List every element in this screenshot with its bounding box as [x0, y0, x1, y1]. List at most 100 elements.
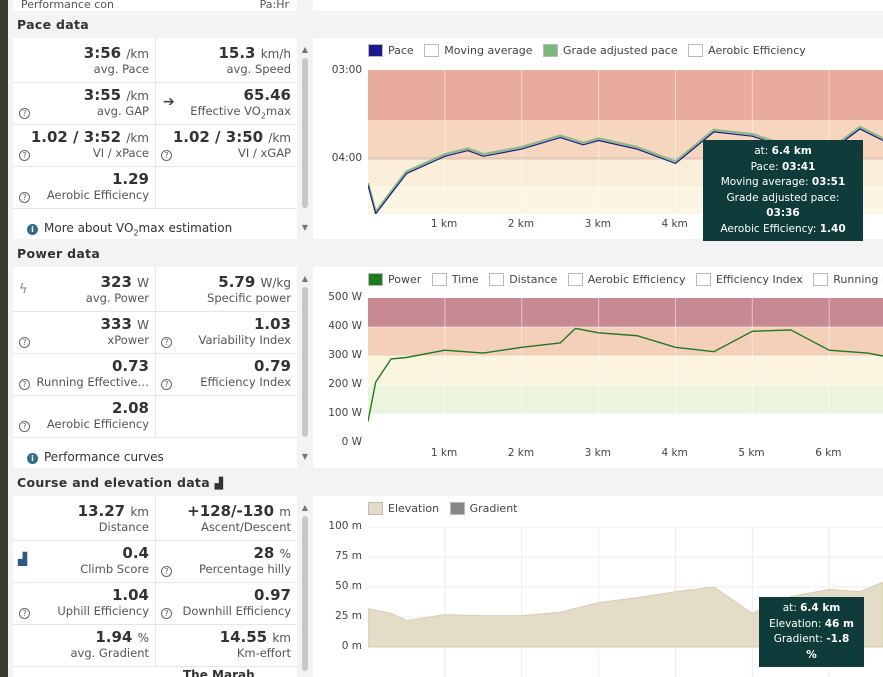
chart-area-icon[interactable]: ▟ [214, 477, 224, 490]
help-icon[interactable]: ? [19, 108, 30, 119]
efficiency-index: ? 0.79 Efficiency Index [155, 353, 297, 395]
legend-running-effectiveness[interactable]: Running Effective [813, 273, 883, 286]
x-tick: 2 km [507, 218, 535, 230]
help-icon[interactable]: ? [19, 192, 30, 203]
help-icon[interactable]: ? [161, 379, 172, 390]
elevation-tooltip: at: 6.4 km Elevation: 46 m Gradient: -1.… [759, 597, 864, 667]
downhill-efficiency: ? 0.97 Downhill Efficiency [155, 582, 297, 624]
help-icon[interactable]: ? [19, 337, 30, 348]
x-tick: 5 km [738, 447, 765, 459]
power-series-line [368, 327, 883, 422]
course-scrollbar[interactable]: ▲ [300, 504, 310, 677]
pace-scrollbar[interactable]: ▲ ▼ [301, 45, 309, 232]
effective-vo2max: ➔ 65.46 Effective VO2max [163, 86, 291, 121]
legend-pace[interactable]: Pace [368, 44, 414, 57]
partial-heading: The Marah [183, 668, 255, 677]
x-tick: 2 km [507, 447, 535, 459]
legend-aerobic-efficiency[interactable]: Aerobic Efficiency [688, 44, 806, 57]
percentage-hilly: ? 28 % Percentage hilly [155, 540, 297, 582]
legend-power[interactable]: Power [368, 273, 421, 286]
info-icon: i [27, 453, 38, 464]
partial-left: Performance con [21, 0, 114, 11]
avg-gradient: 1.94 % avg. Gradient [70, 628, 149, 660]
pace-tooltip: at: 6.4 km Pace: 03:41 Moving average: 0… [703, 140, 863, 241]
help-icon[interactable]: ? [19, 608, 30, 619]
pace-stats-panel: 3:56 /km avg. Pace 15.3 km/h avg. Speed ? 3… [13, 38, 297, 239]
page: Performance con Pa:Hr Pace data 3:56 /km… [8, 0, 883, 677]
legend-gradient[interactable]: Gradient [449, 502, 518, 515]
info-icon: i [27, 224, 38, 235]
power-legend: Power Time Distance Aerobic Efficiency E… [368, 273, 883, 293]
vo2max-info-link[interactable]: i More about VO2max estimation [27, 221, 232, 237]
help-icon[interactable]: ? [19, 150, 30, 161]
y-tick: 300 W [328, 349, 362, 361]
partial-right: Pa:Hr [259, 0, 289, 11]
legend-gap[interactable]: Grade adjusted pace [542, 44, 678, 57]
climb-score: ▟ 0.4 Climb Score [18, 544, 149, 576]
help-icon[interactable]: ? [19, 379, 30, 390]
x-tick: 3 km [584, 218, 611, 230]
elevation-area [368, 581, 883, 648]
y-tick: 03:00 [331, 64, 362, 76]
legend-moving-average[interactable]: Moving average [424, 44, 532, 57]
help-icon[interactable]: ? [161, 337, 172, 348]
y-tick: 75 m [335, 550, 362, 562]
help-icon[interactable]: ? [161, 608, 172, 619]
y-tick: 500 W [328, 291, 362, 303]
x-tick: 3 km [584, 447, 611, 459]
pace-legend: Pace Moving average Grade adjusted pace … [368, 44, 813, 64]
vi-xgap: ? 1.02 / 3:50 /km VI / xGAP [155, 124, 297, 166]
x-tick: 6 km [815, 447, 842, 459]
pace-aerobic-efficiency: ? 1.29 Aerobic Efficiency [13, 166, 155, 208]
y-tick: 04:00 [331, 152, 362, 164]
power-scrollbar[interactable]: ▲ ▼ [301, 274, 309, 461]
uphill-efficiency: ? 1.04 Uphill Efficiency [13, 582, 155, 624]
x-tick: 4 km [661, 218, 688, 230]
legend-distance[interactable]: Distance [489, 273, 557, 286]
course-section-title: Course and elevation data ▟ [17, 475, 224, 490]
y-tick: 0 m [341, 640, 362, 652]
avg-gap: ? 3:55 /km avg. GAP [13, 82, 155, 124]
power-chart: Power Time Distance Aerobic Efficiency E… [313, 267, 883, 468]
legend-aerobic-efficiency[interactable]: Aerobic Efficiency [567, 273, 685, 286]
y-tick: 50 m [335, 580, 362, 592]
course-stats-panel: 13.27 km Distance +128/-130 m Ascent/Desce… [13, 496, 297, 677]
help-icon[interactable]: ? [19, 421, 30, 432]
y-tick: 200 W [328, 378, 362, 390]
variability-index: ? 1.03 Variability Index [155, 311, 297, 353]
y-tick: 0 W [341, 436, 362, 448]
y-tick: 100 m [328, 520, 362, 532]
chart-area-icon[interactable]: ▟ [18, 552, 28, 566]
y-tick: 400 W [328, 320, 362, 332]
bolt-icon: ϟ [19, 282, 28, 297]
ascent-descent: +128/-130 m Ascent/Descent [187, 502, 291, 534]
pace-section-title: Pace data [17, 17, 89, 32]
distance: 13.27 km Distance [77, 502, 149, 534]
partial-row: Performance con Pa:Hr [13, 0, 297, 11]
y-tick: 25 m [335, 610, 362, 622]
specific-power: 5.79 W/kg Specific power [207, 273, 291, 305]
running-effectiveness: ? 0.73 Running Effective… [13, 353, 155, 395]
partial-chart [313, 0, 883, 11]
avg-pace: 3:56 /km avg. Pace [83, 44, 149, 76]
arrow-right-icon: ➔ [163, 94, 175, 110]
x-tick: 1 km [430, 218, 458, 230]
km-effort: 14.55 km Km-effort [219, 628, 291, 660]
elevation-legend: Elevation Gradient [368, 502, 525, 522]
power-aerobic-efficiency: ? 2.08 Aerobic Efficiency [13, 395, 155, 437]
power-section-title: Power data [17, 246, 101, 261]
legend-efficiency-index[interactable]: Efficiency Index [695, 273, 803, 286]
help-icon[interactable]: ? [161, 566, 172, 577]
legend-time[interactable]: Time [431, 273, 479, 286]
vi-xpace: ? 1.02 / 3:52 /km VI / xPace [13, 124, 155, 166]
legend-elevation[interactable]: Elevation [368, 502, 439, 515]
power-plot [368, 298, 883, 443]
performance-curves-link[interactable]: i Performance curves [27, 450, 164, 464]
x-tick: 1 km [430, 447, 458, 459]
help-icon[interactable]: ? [161, 150, 172, 161]
y-tick: 100 W [328, 407, 362, 419]
